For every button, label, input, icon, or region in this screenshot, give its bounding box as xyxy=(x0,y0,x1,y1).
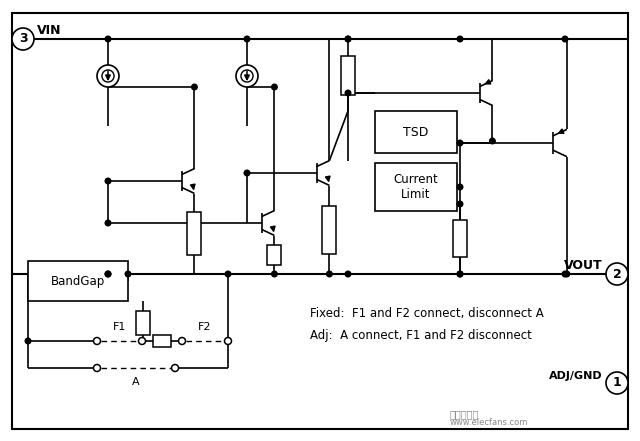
Circle shape xyxy=(457,184,463,190)
Circle shape xyxy=(490,138,495,144)
Text: BandGap: BandGap xyxy=(51,274,105,288)
Text: TSD: TSD xyxy=(403,126,429,138)
Circle shape xyxy=(606,372,628,394)
Text: 2: 2 xyxy=(612,268,621,280)
Bar xyxy=(375,163,457,211)
Circle shape xyxy=(191,84,197,90)
Circle shape xyxy=(345,36,351,42)
Circle shape xyxy=(93,337,100,344)
Circle shape xyxy=(105,220,111,226)
Circle shape xyxy=(105,271,111,277)
Circle shape xyxy=(457,271,463,277)
Bar xyxy=(28,261,128,301)
Bar xyxy=(323,206,337,254)
Text: A: A xyxy=(132,377,140,387)
Circle shape xyxy=(457,36,463,42)
Circle shape xyxy=(105,271,111,277)
Circle shape xyxy=(271,271,277,277)
Text: 电子发烧友: 电子发烧友 xyxy=(450,409,479,419)
Text: 1: 1 xyxy=(612,377,621,389)
Bar xyxy=(188,212,202,255)
Circle shape xyxy=(345,90,351,96)
Circle shape xyxy=(138,337,145,344)
Bar xyxy=(375,111,457,153)
Circle shape xyxy=(564,271,570,277)
Circle shape xyxy=(97,65,119,87)
Text: VIN: VIN xyxy=(37,24,61,37)
Circle shape xyxy=(179,337,186,344)
Circle shape xyxy=(606,263,628,285)
Text: ADJ/GND: ADJ/GND xyxy=(549,371,603,381)
Circle shape xyxy=(326,271,332,277)
Circle shape xyxy=(225,337,232,344)
Circle shape xyxy=(93,365,100,371)
Circle shape xyxy=(225,271,231,277)
Circle shape xyxy=(12,28,34,50)
Circle shape xyxy=(241,70,253,82)
Text: VOUT: VOUT xyxy=(564,259,603,272)
Text: F1: F1 xyxy=(113,322,126,332)
Circle shape xyxy=(25,338,31,344)
Circle shape xyxy=(105,178,111,184)
Bar xyxy=(268,245,282,265)
Text: Current
Limit: Current Limit xyxy=(394,173,438,201)
Circle shape xyxy=(345,36,351,42)
Circle shape xyxy=(125,271,131,277)
Circle shape xyxy=(345,271,351,277)
Text: 3: 3 xyxy=(19,33,28,45)
Circle shape xyxy=(562,36,568,42)
Bar xyxy=(453,220,467,258)
Circle shape xyxy=(244,170,250,176)
Bar xyxy=(136,311,150,335)
Circle shape xyxy=(457,201,463,207)
Circle shape xyxy=(102,70,114,82)
Circle shape xyxy=(236,65,258,87)
Circle shape xyxy=(271,84,277,90)
Circle shape xyxy=(172,365,179,371)
Circle shape xyxy=(457,140,463,146)
Text: Adj:  A connect, F1 and F2 disconnect: Adj: A connect, F1 and F2 disconnect xyxy=(310,329,532,343)
Text: www.elecfans.com: www.elecfans.com xyxy=(450,418,529,427)
Circle shape xyxy=(105,36,111,42)
Circle shape xyxy=(244,36,250,42)
Bar xyxy=(341,56,355,95)
Circle shape xyxy=(457,271,463,277)
Bar xyxy=(153,335,171,347)
Circle shape xyxy=(562,271,568,277)
Text: F2: F2 xyxy=(198,322,212,332)
Text: Fixed:  F1 and F2 connect, disconnect A: Fixed: F1 and F2 connect, disconnect A xyxy=(310,306,544,319)
